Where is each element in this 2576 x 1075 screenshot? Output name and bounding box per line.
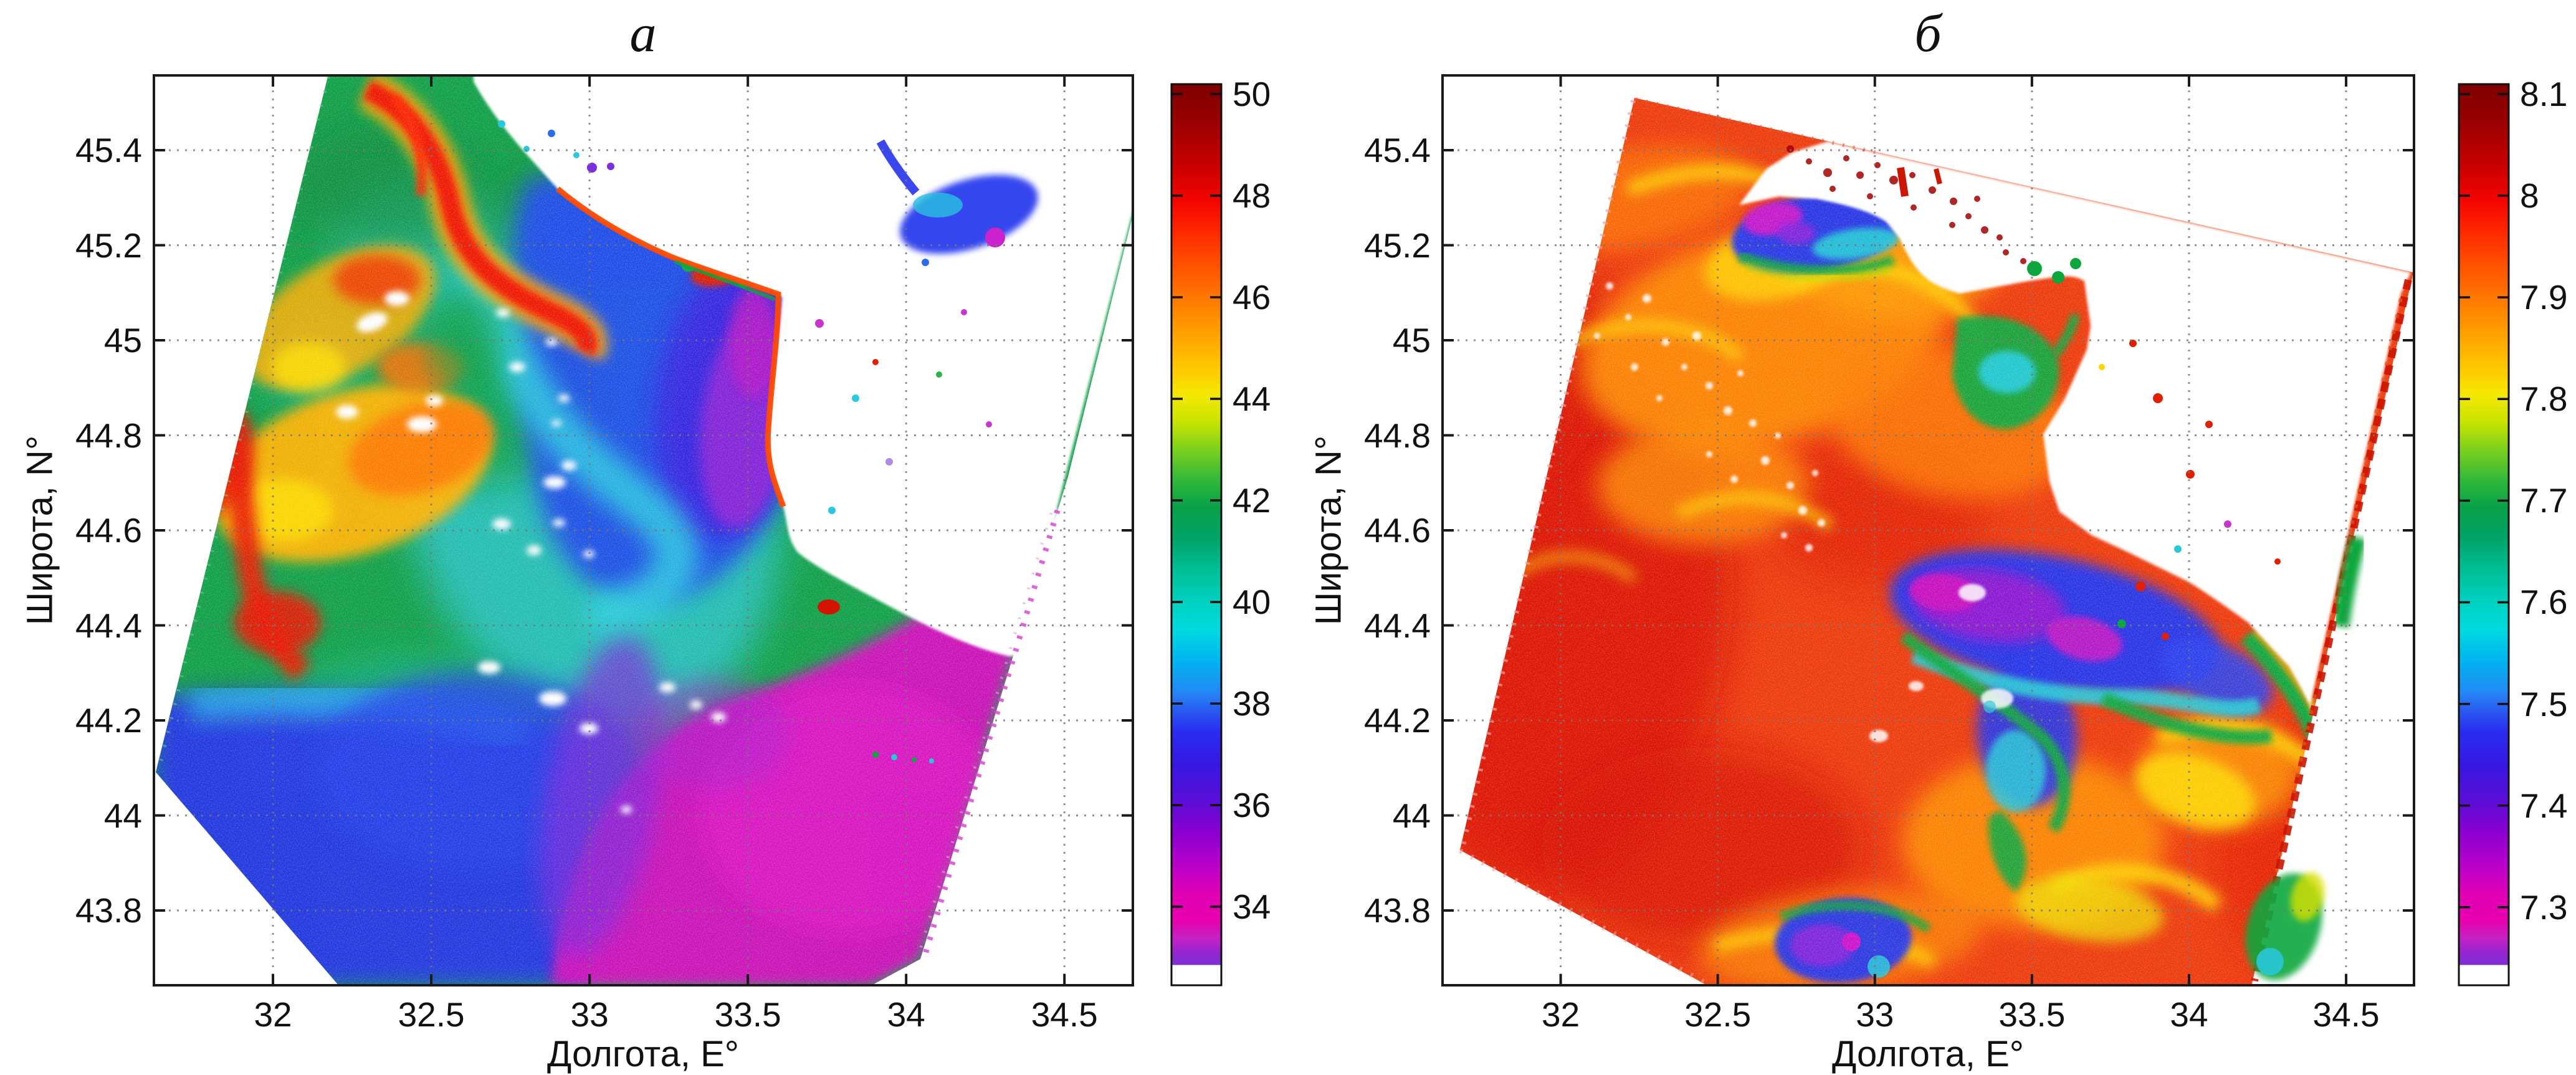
y-tick-label: 45.4	[1363, 131, 1431, 170]
y-tick-label: 45.2	[75, 226, 142, 265]
y-tick-label: 44.4	[75, 606, 142, 645]
x-tick-label: 32	[1541, 995, 1580, 1034]
colorbar-tick-label: 36	[1233, 786, 1271, 825]
panel-b-xtick-labels: 32 32.5 33 33.5 34 34.5	[1441, 998, 2415, 1041]
colorbar-tick-label: 48	[1233, 176, 1271, 215]
y-tick-label: 44.8	[75, 416, 142, 455]
y-tick-label: 44	[1392, 796, 1431, 835]
colorbar-tick-label: 7.8	[2520, 380, 2568, 419]
panel-a-colorbar-gradient	[1170, 83, 1223, 987]
panel-a-ytick-labels: 45.4 45.2 45 44.8 44.6 44.4 44.2 44 43.8	[0, 74, 142, 987]
x-tick-label: 32.5	[398, 995, 465, 1034]
y-tick-label: 44.6	[75, 511, 142, 550]
colorbar-tick-label: 7.4	[2520, 786, 2568, 825]
x-tick-label: 34	[2170, 995, 2208, 1034]
colorbar-tick-label: 50	[1233, 74, 1271, 113]
y-tick-label: 44.6	[1363, 511, 1431, 550]
x-tick-label: 32	[254, 995, 292, 1034]
x-tick-label: 33	[570, 995, 609, 1034]
panel-a-grid-overlay	[153, 74, 1134, 987]
x-tick-label: 33	[1856, 995, 1894, 1034]
y-tick-label: 44.2	[1363, 701, 1431, 740]
colorbar-tick-label: 46	[1233, 277, 1271, 317]
x-tick-label: 34	[887, 995, 925, 1034]
colorbar-tick-label: 8.1	[2520, 74, 2568, 113]
panel-b-title: б	[1914, 3, 1942, 63]
karkinit-bay-data-a	[876, 139, 1038, 254]
colorbar-tick-label: 7.5	[2520, 684, 2568, 724]
panel-b-colorbar-labels: 8.1 8 7.9 7.8 7.7 7.6 7.5 7.4 7.3	[2520, 77, 2576, 987]
y-tick-label: 45.2	[1363, 226, 1431, 265]
colorbar-tick-label: 7.7	[2520, 481, 2568, 520]
panel-a-colorbar-labels: 50 48 46 44 42 40 38 36 34	[1233, 77, 1326, 987]
colorbar-tick-label: 7.6	[2520, 583, 2568, 622]
y-tick-label: 44.2	[75, 701, 142, 740]
x-tick-label: 34.5	[2312, 995, 2380, 1034]
colorbar-tick-label: 40	[1233, 582, 1271, 621]
coastline-fringe-a	[556, 186, 786, 508]
y-tick-label: 45	[103, 321, 142, 360]
colorbar-tick-label: 7.3	[2520, 887, 2568, 927]
panel-a-xtick-labels: 32 32.5 33 33.5 34 34.5	[153, 998, 1134, 1041]
y-tick-label: 45	[1392, 321, 1431, 360]
x-tick-label: 32.5	[1684, 995, 1752, 1034]
panel-b-plot-area	[1441, 74, 2415, 987]
y-tick-label: 43.8	[1363, 891, 1431, 930]
white-area-specks-b	[2099, 340, 2281, 640]
panel-b-ytick-labels: 45.4 45.2 45 44.8 44.6 44.4 44.2 44 43.8	[1289, 74, 1431, 987]
panel-a-colorbar	[1170, 83, 1223, 987]
panel-b-colorbar-gradient	[2458, 83, 2510, 987]
x-tick-label: 33.5	[714, 995, 781, 1034]
colorbar-rect	[2458, 83, 2510, 987]
colorbar-tick-label: 42	[1233, 480, 1271, 520]
colorbar-tick-label: 34	[1233, 887, 1271, 927]
panel-a-title: а	[629, 3, 657, 63]
panel-a-map-art	[156, 74, 1134, 987]
panel-b-grid-overlay	[1441, 74, 2415, 987]
y-tick-label: 45.4	[75, 131, 142, 170]
swath-edge-sliver-b	[2251, 279, 2412, 982]
land-specks-a	[498, 120, 992, 763]
panel-b-colorbar	[2458, 83, 2510, 987]
colorbar-tick-label: 38	[1233, 684, 1271, 723]
y-tick-label: 43.8	[75, 891, 142, 930]
y-tick-label: 44	[103, 796, 142, 835]
axes-border	[153, 74, 1134, 987]
land-mass-b	[1739, 141, 2411, 735]
y-tick-label: 44.4	[1363, 606, 1431, 645]
x-tick-label: 33.5	[1998, 995, 2066, 1034]
colorbar-tick-label: 44	[1233, 379, 1271, 418]
x-tick-label: 34.5	[1031, 995, 1098, 1034]
axes-border	[1441, 74, 2415, 987]
colorbar-rect	[1170, 83, 1223, 987]
colorbar-tick-label: 7.9	[2520, 278, 2568, 317]
panel-a-plot-area	[153, 74, 1134, 987]
colorbar-tick-label: 8	[2520, 176, 2539, 216]
y-tick-label: 44.8	[1363, 416, 1431, 455]
land-specks-b	[1787, 145, 2026, 264]
